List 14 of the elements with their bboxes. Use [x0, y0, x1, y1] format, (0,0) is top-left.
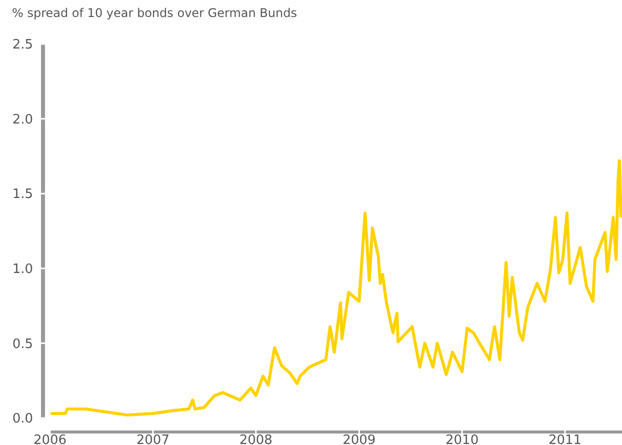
x-tick-label: 2006	[33, 433, 67, 445]
chart-title: % spread of 10 year bonds over German Bunds	[12, 6, 297, 20]
x-tick-label: 2011	[548, 433, 582, 445]
x-tick-label: 2010	[446, 433, 479, 445]
x-tick-label: 2009	[342, 433, 376, 445]
y-tick-label: 1.0	[12, 262, 33, 277]
y-tick-label: 1.5	[12, 187, 33, 202]
x-tick-label: 2007	[136, 433, 170, 445]
y-tick-label: 2.0	[12, 112, 33, 128]
line-series	[50, 159, 622, 417]
y-tick-label: 2.5	[12, 38, 33, 53]
y-tick-label: 0.0	[12, 412, 33, 427]
y-tick-label: 0.5	[12, 336, 33, 352]
x-tick-label: 2008	[239, 433, 272, 445]
